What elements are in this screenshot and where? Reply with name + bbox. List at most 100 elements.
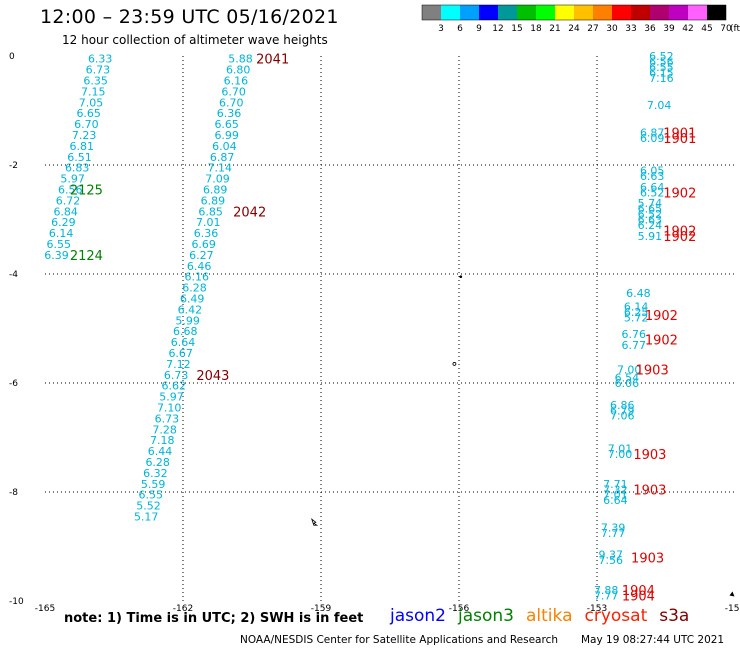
wave-height-label: 6.27	[189, 249, 214, 262]
wave-height-label: 7.04	[647, 99, 672, 112]
pass-time-label: 1902	[663, 224, 696, 239]
y-tick-label: -4	[9, 270, 18, 280]
legend-unit: (ft)	[730, 24, 740, 34]
wave-height-label: 6.64	[640, 181, 665, 194]
pass-time-label: 1901	[663, 132, 696, 147]
wave-height-label: 5.91	[638, 230, 663, 243]
x-tick-label: -165	[35, 604, 55, 614]
x-tick-label: -159	[311, 604, 332, 614]
wave-height-label: 6.73	[86, 64, 111, 77]
y-tick-label: -10	[9, 597, 24, 607]
wave-height-label: 6.48	[626, 287, 651, 300]
wave-height-label: 6.52	[640, 186, 665, 199]
wave-height-label: 7.88	[594, 584, 619, 597]
legend-swatch	[422, 5, 441, 20]
wave-height-label: 6.65	[76, 107, 101, 120]
pass-time-label: 1901	[663, 126, 696, 141]
pass-time-label: 1902	[663, 186, 696, 201]
wave-height-label: 6.85	[198, 205, 223, 218]
satellite-name-cryosat: cryosat	[584, 606, 648, 626]
wave-height-label: 6.04	[212, 140, 237, 153]
wave-height-label: 6.14	[624, 301, 649, 314]
legend-swatch	[669, 5, 688, 20]
wave-height-label: 6.65	[214, 118, 239, 131]
wave-height-label: 7.14	[208, 162, 233, 175]
legend-label: 9	[476, 24, 482, 34]
satellite-name-jason2: jason2	[390, 606, 446, 626]
wave-height-label: 6.14	[49, 227, 74, 240]
wave-height-label: 6.63	[640, 170, 665, 183]
pass-time-label: 2125	[70, 184, 103, 199]
wave-height-label: 6.89	[201, 194, 226, 207]
legend-swatch	[650, 5, 669, 20]
wave-height-label: 7.00	[617, 363, 642, 376]
legend-label: 24	[568, 24, 580, 34]
legend-label: 30	[606, 24, 618, 34]
wave-height-label: 7.05	[79, 96, 104, 109]
wave-height-label: 6.69	[191, 238, 216, 251]
wave-height-label: 6.09	[640, 132, 665, 145]
wave-height-label: 6.83	[65, 162, 90, 175]
island-marker	[729, 591, 735, 597]
y-tick-label: -8	[9, 488, 18, 498]
y-tick-label: 0	[9, 52, 15, 62]
wave-height-label: 7.10	[157, 402, 182, 415]
pass-time-label: 1902	[663, 230, 696, 245]
wave-height-label: 7.56	[599, 554, 624, 567]
island-marker	[311, 518, 319, 526]
wave-height-label: 6.36	[217, 107, 242, 120]
x-tick-label: -162	[173, 604, 193, 614]
wave-height-label: 6.77	[622, 339, 647, 352]
legend-label: 3	[438, 24, 444, 34]
wave-height-label: 7.06	[610, 410, 635, 423]
satellite-name-altika: altika	[526, 606, 573, 626]
wave-height-label: 6.79	[610, 404, 635, 417]
wave-height-label: 6.89	[203, 184, 228, 197]
wave-height-label: 7.15	[81, 85, 106, 98]
x-tick-label: -156	[449, 604, 470, 614]
page-title: 12:00 – 23:59 UTC 05/16/2021	[40, 6, 339, 28]
y-tick-label: -2	[9, 161, 18, 171]
wave-height-label: 5.59	[141, 478, 166, 491]
wave-height-label: 6.87	[210, 151, 235, 164]
legend-label: 18	[530, 24, 542, 34]
legend-swatch	[631, 5, 650, 20]
wave-height-label: 7.18	[150, 434, 175, 447]
page-subtitle: 12 hour collection of altimeter wave hei…	[62, 33, 328, 47]
wave-height-label: 6.70	[221, 85, 246, 98]
pass-time-label: 2041	[256, 53, 289, 68]
satellite-legend: jason2 jason3 altika cryosat s3a	[390, 606, 701, 626]
wave-height-label: 5.72	[624, 312, 649, 325]
legend-label: 6	[457, 24, 463, 34]
wave-height-label: 6.99	[214, 129, 239, 142]
wave-height-label: 6.64	[171, 336, 196, 349]
wave-height-label: 6.25	[624, 306, 649, 319]
wave-height-label: 6.70	[219, 96, 244, 109]
wave-height-label: 5.97	[60, 173, 85, 186]
legend-swatch	[517, 5, 536, 20]
wave-height-label: 6.46	[187, 260, 212, 273]
wave-height-label: 6.55	[47, 238, 72, 251]
wave-height-label: 6.51	[67, 151, 92, 164]
legend-label: 33	[625, 24, 636, 34]
satellite-name-jason3: jason3	[458, 606, 514, 626]
legend-label: 39	[663, 24, 675, 34]
legend-label: 45	[701, 24, 712, 34]
wave-height-label: 6.67	[168, 347, 193, 360]
legend-swatch	[593, 5, 612, 20]
legend-label: 42	[682, 24, 693, 34]
wave-height-label: 7.23	[72, 129, 97, 142]
satellite-name-s3a: s3a	[659, 606, 690, 626]
pass-time-label: 2124	[70, 249, 103, 264]
wave-height-label: 7.12	[166, 358, 191, 371]
legend-swatch	[707, 5, 726, 20]
legend-label: 27	[587, 24, 598, 34]
island-marker	[459, 275, 463, 279]
legend-swatch	[479, 5, 498, 20]
wave-height-label: 6.52	[638, 208, 663, 221]
wave-height-label: 5.52	[136, 500, 161, 513]
wave-height-label: 7.09	[205, 173, 230, 186]
wave-height-label: 6.80	[226, 64, 251, 77]
wave-height-label: 6.62	[162, 380, 187, 393]
wave-height-label: 6.65	[638, 203, 663, 216]
